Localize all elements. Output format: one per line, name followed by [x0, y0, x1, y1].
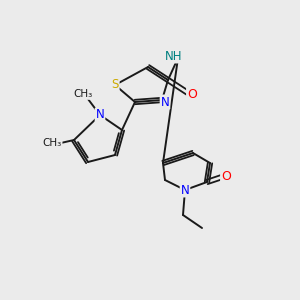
Text: CH₃: CH₃	[74, 89, 93, 99]
Text: O: O	[221, 170, 231, 184]
Text: N: N	[160, 95, 169, 109]
Text: O: O	[187, 88, 197, 100]
Text: N: N	[96, 109, 104, 122]
Text: NH: NH	[165, 50, 183, 62]
Text: CH₃: CH₃	[42, 138, 62, 148]
Text: N: N	[181, 184, 189, 196]
Text: S: S	[111, 79, 119, 92]
